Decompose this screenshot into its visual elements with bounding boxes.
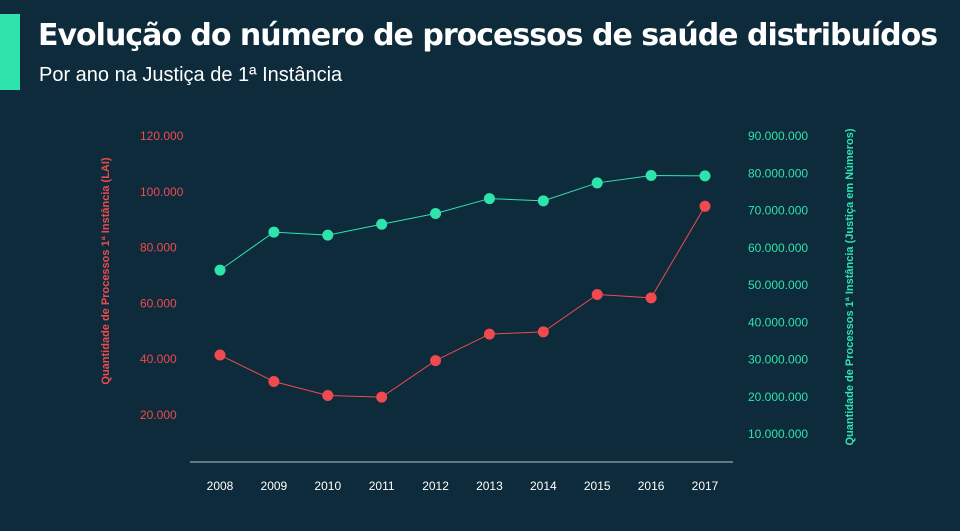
right-tick-label: 90.000.000 xyxy=(748,129,808,143)
right-series-point xyxy=(537,195,549,207)
left-tick-label: 80.000 xyxy=(140,241,177,255)
left-tick-label: 60.000 xyxy=(140,296,177,310)
right-series-point xyxy=(268,226,280,238)
x-tick-label: 2008 xyxy=(207,479,234,493)
x-tick-label: 2011 xyxy=(369,479,395,493)
right-tick-label: 10.000.000 xyxy=(748,427,808,441)
left-axis-title: Quantidade de Processos 1ª Instância (LA… xyxy=(100,157,112,385)
right-tick-label: 30.000.000 xyxy=(748,353,808,367)
left-series-point xyxy=(591,288,603,300)
left-series-point xyxy=(376,391,388,403)
x-tick-label: 2009 xyxy=(261,479,288,493)
left-series-point xyxy=(322,389,334,401)
right-tick-label: 80.000.000 xyxy=(748,166,808,180)
left-series-point xyxy=(483,328,495,340)
left-series-point xyxy=(537,326,549,338)
accent-bar xyxy=(0,14,20,90)
x-tick-label: 2017 xyxy=(692,479,719,493)
right-series-point xyxy=(430,207,442,219)
right-series-point xyxy=(483,193,495,205)
right-tick-label: 60.000.000 xyxy=(748,241,808,255)
right-series-line xyxy=(219,174,706,271)
x-tick-label: 2010 xyxy=(314,479,341,493)
left-series-point xyxy=(699,200,711,212)
left-series-point xyxy=(268,376,280,388)
left-series-point xyxy=(645,292,657,304)
right-series-point xyxy=(591,177,603,189)
left-tick-label: 20.000 xyxy=(140,408,177,422)
chart-subtitle: Por ano na Justiça de 1ª Instância xyxy=(39,64,343,86)
right-tick-label: 20.000.000 xyxy=(748,390,808,404)
left-tick-label: 120.000 xyxy=(140,129,184,143)
right-series-point xyxy=(214,264,226,276)
x-tick-label: 2013 xyxy=(476,479,503,493)
chart-title: Evolução do número de processos de saúde… xyxy=(38,18,938,53)
right-tick-label: 40.000.000 xyxy=(748,315,808,329)
x-tick-label: 2015 xyxy=(584,479,611,493)
right-series-point xyxy=(645,169,657,181)
right-series-point xyxy=(699,170,711,182)
x-tick-label: 2014 xyxy=(530,479,557,493)
right-tick-label: 50.000.000 xyxy=(748,278,808,292)
left-series-point xyxy=(214,349,226,361)
x-tick-label: 2016 xyxy=(638,479,665,493)
left-tick-label: 40.000 xyxy=(140,352,177,366)
right-series-point xyxy=(322,229,334,241)
right-axis-title: Quantidade de Processos 1ª Instância (Ju… xyxy=(844,128,856,445)
right-tick-label: 70.000.000 xyxy=(748,204,808,218)
right-series-point xyxy=(376,218,388,230)
left-tick-label: 100.000 xyxy=(140,185,184,199)
x-tick-label: 2012 xyxy=(422,479,449,493)
left-series-point xyxy=(430,355,442,367)
left-series-line xyxy=(219,206,706,398)
